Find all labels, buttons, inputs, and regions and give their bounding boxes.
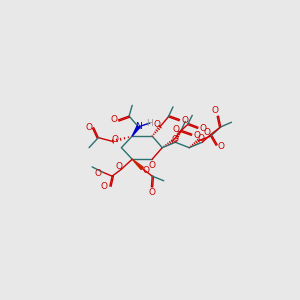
Polygon shape: [132, 126, 140, 136]
Text: O: O: [85, 123, 93, 132]
Text: O: O: [171, 135, 178, 144]
Polygon shape: [132, 159, 143, 170]
Text: O: O: [172, 125, 180, 134]
Text: O: O: [203, 128, 210, 137]
Text: O: O: [153, 120, 160, 129]
Text: O: O: [181, 116, 188, 125]
Text: H: H: [146, 118, 153, 127]
Text: O: O: [149, 161, 156, 170]
Text: O: O: [142, 166, 150, 175]
Text: O: O: [217, 142, 224, 152]
Text: O: O: [194, 131, 200, 140]
Text: O: O: [116, 162, 123, 171]
Text: O: O: [212, 106, 219, 115]
Text: O: O: [94, 169, 101, 178]
Text: O: O: [149, 188, 156, 197]
Text: O: O: [200, 124, 206, 133]
Text: O: O: [101, 182, 108, 191]
Text: O: O: [110, 116, 117, 124]
Text: O: O: [198, 134, 205, 143]
Text: N: N: [135, 122, 142, 131]
Text: O: O: [112, 135, 119, 144]
